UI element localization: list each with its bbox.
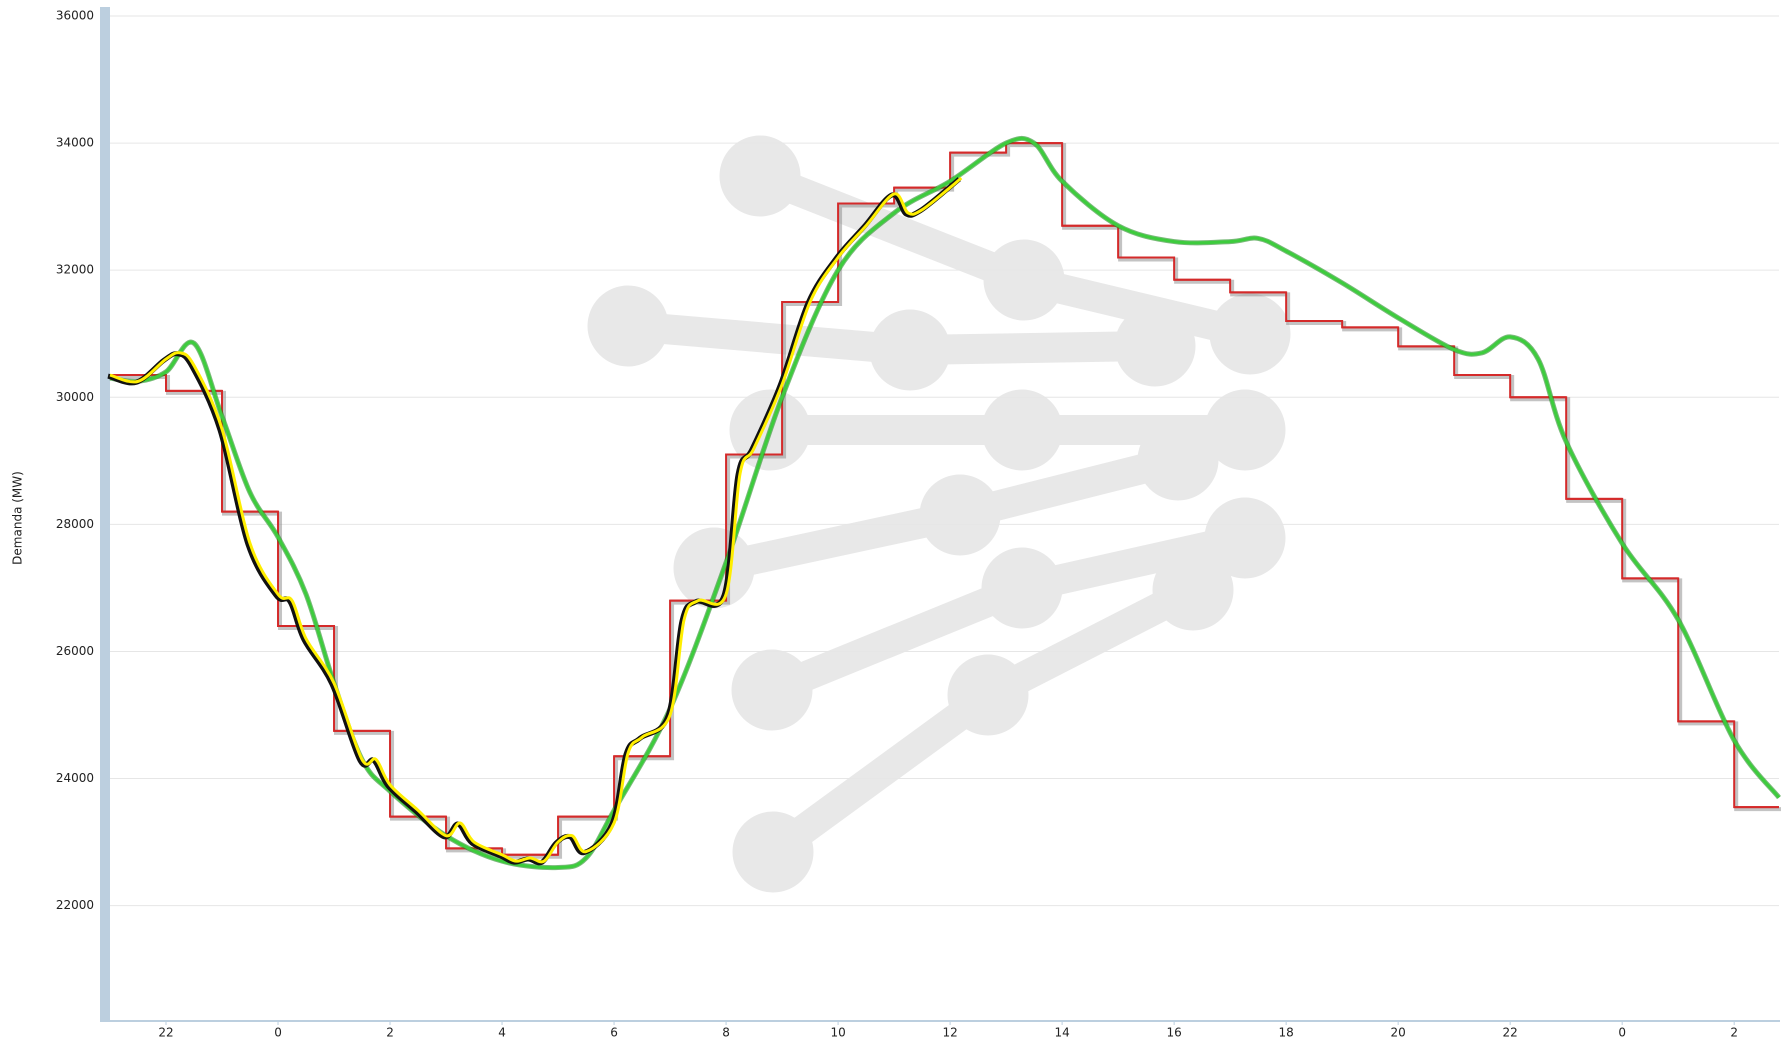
y-tick-label: 30000 (56, 390, 94, 404)
y-tick-label: 32000 (56, 263, 94, 277)
x-tick-label: 20 (1391, 1026, 1406, 1040)
x-tick-label: 2 (1730, 1026, 1738, 1040)
x-tick-label: 12 (942, 1026, 957, 1040)
y-tick-label: 28000 (56, 517, 94, 531)
y-axis-label: Demanda (MW) (11, 471, 25, 565)
y-tick-label: 36000 (56, 9, 94, 23)
x-tick-label: 14 (1054, 1026, 1069, 1040)
y-axis-bar (100, 7, 110, 1020)
chart: Demanda (MW) 220002400026000280003000032… (0, 0, 1782, 1041)
y-tick-label: 34000 (56, 136, 94, 150)
x-tick-label: 0 (1618, 1026, 1626, 1040)
y-tick-label: 24000 (56, 771, 94, 785)
x-tick-label: 8 (722, 1026, 730, 1040)
x-tick-label: 6 (610, 1026, 618, 1040)
x-tick-label: 22 (158, 1026, 173, 1040)
x-tick-label: 18 (1279, 1026, 1294, 1040)
x-tick-label: 4 (498, 1026, 506, 1040)
x-tick-label: 16 (1166, 1026, 1181, 1040)
y-tick-label: 26000 (56, 644, 94, 658)
x-tick-label: 22 (1503, 1026, 1518, 1040)
x-tick-label: 0 (274, 1026, 282, 1040)
x-tick-label: 2 (386, 1026, 394, 1040)
x-tick-label: 10 (830, 1026, 845, 1040)
y-tick-label: 22000 (56, 898, 94, 912)
page: {"chart_data": {"type": "line", "y_label… (0, 0, 1782, 1041)
